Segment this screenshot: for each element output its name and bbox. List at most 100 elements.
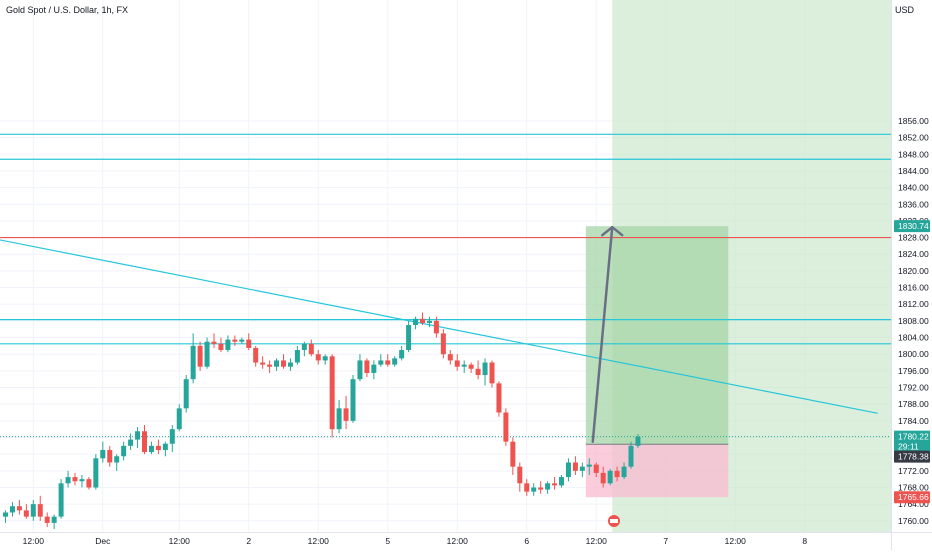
price-tick-label: 1856.00: [898, 116, 929, 126]
candle-body: [621, 466, 627, 478]
candle: [565, 458, 571, 482]
candle: [343, 395, 349, 430]
candle: [225, 335, 231, 353]
time-tick-label: 12:00: [169, 536, 191, 546]
candle: [294, 345, 300, 365]
candle: [510, 437, 516, 475]
candle: [433, 316, 439, 338]
candle-body: [128, 439, 134, 446]
candle: [385, 354, 391, 367]
price-tick-label: 1792.00: [898, 383, 929, 393]
price-tick-label: 1788.00: [898, 399, 929, 409]
candle-body: [496, 383, 502, 413]
price-tick-label: 1804.00: [898, 333, 929, 343]
candle: [190, 333, 196, 384]
candle-body: [336, 408, 342, 430]
candle-body: [350, 379, 356, 421]
candle: [579, 462, 585, 478]
candle-body: [176, 408, 182, 430]
candle: [253, 345, 259, 367]
candle-body: [72, 477, 78, 482]
candle: [267, 360, 273, 373]
candle: [65, 470, 71, 488]
candle: [169, 425, 175, 453]
candle-body: [294, 350, 300, 363]
candle: [517, 462, 523, 492]
candle: [128, 433, 134, 450]
candle-body: [16, 506, 22, 511]
countdown-label: 29:11: [898, 442, 919, 452]
candle: [79, 474, 85, 488]
candle-body: [232, 339, 238, 342]
price-tick-label: 1764.00: [898, 499, 929, 509]
candle: [281, 354, 286, 369]
candle-body: [211, 341, 217, 344]
candle: [93, 454, 99, 490]
candle: [176, 404, 182, 432]
candle: [246, 333, 252, 351]
price-tick-label: 1824.00: [898, 249, 929, 259]
candle-body: [148, 445, 154, 453]
candle-body: [44, 516, 50, 523]
projection-arrowhead: [600, 225, 624, 237]
projection-arrow[interactable]: [591, 225, 614, 443]
candle-body: [600, 472, 606, 484]
candle: [114, 454, 120, 471]
candle: [378, 354, 384, 367]
candle-body: [135, 431, 141, 440]
candle-body: [510, 441, 516, 467]
candle-body: [301, 343, 307, 351]
candle-body: [426, 320, 432, 323]
candle-body: [9, 506, 15, 513]
candle-body: [343, 408, 349, 421]
candle-body: [572, 462, 578, 471]
candle: [232, 335, 238, 346]
candle: [607, 468, 613, 486]
candle-body: [489, 362, 495, 384]
candle-body: [586, 464, 592, 467]
candle: [489, 360, 495, 388]
candle: [121, 441, 127, 461]
candle-body: [287, 362, 293, 367]
candle: [468, 362, 474, 373]
candle: [593, 462, 599, 478]
candle: [413, 316, 419, 330]
candle: [552, 477, 558, 490]
candle-body: [524, 483, 530, 492]
candle-body: [253, 347, 259, 363]
candle: [301, 341, 307, 357]
candle: [155, 439, 161, 455]
candle-body: [440, 333, 446, 355]
candle-body: [517, 466, 523, 484]
target-price-label: 1830.74: [898, 221, 929, 231]
current-price-label-bg: [894, 430, 930, 443]
candle: [322, 354, 328, 365]
entry-price-label: 1778.38: [898, 452, 929, 462]
candle-body: [385, 360, 391, 365]
candle: [260, 356, 266, 369]
candle: [357, 354, 363, 382]
candle: [135, 427, 141, 448]
candle: [23, 504, 29, 519]
candle: [58, 479, 64, 519]
candle-body: [37, 504, 43, 517]
countdown-label-bg: [894, 440, 930, 453]
flag-icon[interactable]: [608, 515, 620, 527]
candle: [426, 316, 432, 328]
candle-body: [329, 356, 335, 430]
candle-body: [183, 379, 189, 409]
candle: [197, 341, 203, 371]
candle-body: [357, 360, 363, 380]
price-tick-label: 1796.00: [898, 366, 929, 376]
candle-body: [65, 477, 71, 484]
candle-body: [378, 360, 384, 365]
candle-body: [406, 325, 412, 351]
price-tick-label: 1784.00: [898, 416, 929, 426]
price-tick-label: 1852.00: [898, 133, 929, 143]
candle-body: [628, 445, 634, 467]
candle-body: [559, 477, 564, 486]
candle: [482, 358, 488, 386]
candle: [614, 466, 620, 482]
candle-body: [281, 360, 286, 367]
